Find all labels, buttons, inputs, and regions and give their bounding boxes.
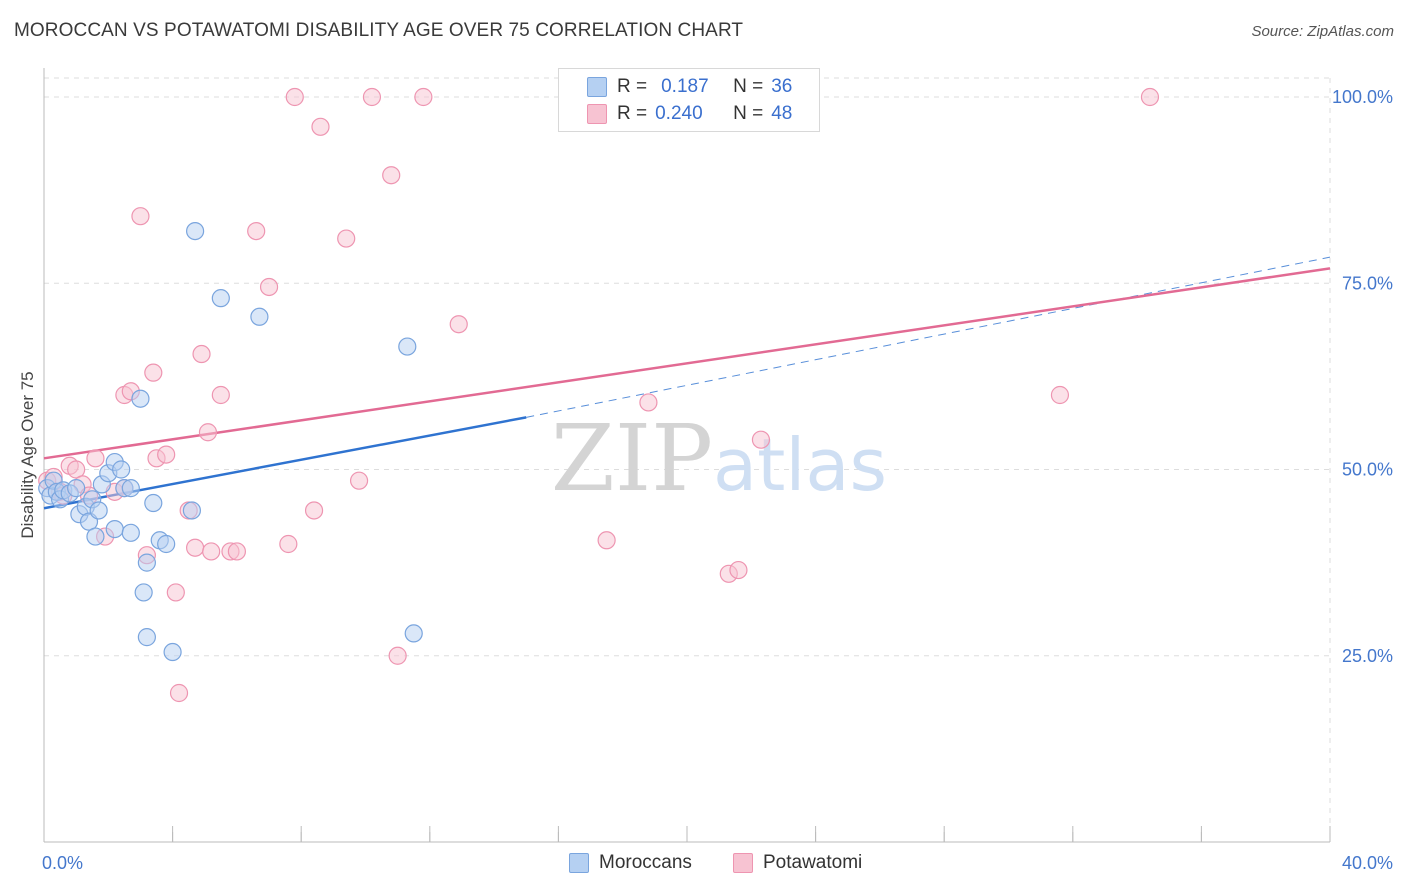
moroccans-point — [182, 501, 201, 520]
moroccans-point — [211, 289, 230, 308]
moroccans-legend-swatch — [569, 853, 589, 873]
y-tick-label-25: 25.0% — [1342, 646, 1393, 666]
potawatomi-point — [382, 166, 401, 185]
legend-item-moroccans[interactable]: Moroccans — [569, 852, 692, 874]
potawatomi-n-label: N = — [733, 103, 764, 124]
potawatomi-point — [751, 430, 771, 449]
tick-labels: 25.0% 50.0% 75.0% 100.0% 0.0% 40.0% — [42, 87, 1393, 873]
potawatomi-point — [192, 344, 211, 364]
potawatomi-point — [202, 542, 221, 561]
potawatomi-n-value: 48 — [771, 103, 793, 124]
potawatomi-point — [388, 646, 407, 665]
chart-title: MOROCCAN VS POTAWATOMI DISABILITY AGE OV… — [14, 20, 744, 41]
moroccans-point — [250, 307, 269, 326]
moroccans-point — [137, 628, 156, 647]
potawatomi-point — [1140, 87, 1160, 107]
source-label: Source: ZipAtlas.com — [1251, 23, 1394, 40]
potawatomi-point — [186, 538, 205, 557]
potawatomi-point — [304, 501, 324, 520]
potawatomi-point — [279, 534, 298, 554]
moroccans-point — [134, 583, 153, 602]
potawatomi-trend-line — [43, 267, 1331, 460]
legend-row-moroccans: R = 0.187 N = 36 — [559, 75, 792, 99]
x-tick-label-0: 0.0% — [42, 853, 83, 873]
moroccans-point — [89, 501, 108, 520]
moroccans-point — [86, 527, 105, 546]
potawatomi-point — [86, 449, 105, 468]
moroccans-r-label: R = — [617, 76, 648, 97]
y-tick-label-75: 75.0% — [1342, 273, 1393, 293]
potawatomi-r-value: 0.240 — [655, 103, 703, 124]
potawatomi-point — [227, 542, 246, 561]
potawatomi-point — [337, 229, 356, 248]
moroccans-point — [112, 460, 131, 479]
potawatomi-point — [1050, 385, 1070, 405]
potawatomi-point — [131, 207, 150, 226]
watermark-zip: ZIP — [551, 405, 713, 512]
potawatomi-point — [259, 277, 279, 297]
series-legend: Moroccans Potawatomi — [0, 852, 1406, 876]
potawatomi-point — [285, 87, 304, 107]
watermark: ZIP atlas — [551, 405, 887, 512]
watermark-atlas: atlas — [713, 423, 887, 507]
moroccans-trend-extension — [526, 256, 1331, 418]
potawatomi-point — [211, 385, 230, 405]
y-tick-label-50: 50.0% — [1342, 460, 1393, 480]
moroccans-point — [121, 479, 140, 498]
potawatomi-r-label: R = — [617, 103, 648, 124]
moroccans-point — [67, 479, 86, 498]
moroccans-point — [404, 624, 423, 643]
potawatomi-point — [157, 445, 176, 464]
moroccans-point — [105, 519, 124, 539]
moroccans-legend-label: Moroccans — [599, 852, 692, 873]
moroccans-point — [398, 337, 417, 356]
moroccans-r-value: 0.187 — [661, 76, 709, 97]
potawatomi-point — [414, 87, 433, 107]
moroccans-point — [137, 553, 156, 572]
moroccans-n-value: 36 — [771, 76, 793, 97]
potawatomi-point — [198, 423, 218, 442]
potawatomi-point — [729, 560, 748, 580]
potawatomi-point — [311, 117, 330, 136]
potawatomi-point — [166, 583, 185, 602]
correlation-legend: R = 0.187 N = 36 R = 0.240 N = 48 — [558, 68, 820, 132]
legend-row-potawatomi: R = 0.240 N = 48 — [559, 102, 792, 126]
legend-item-potawatomi[interactable]: Potawatomi — [733, 852, 862, 874]
potawatomi-point — [169, 683, 189, 703]
potawatomi-point — [247, 222, 266, 241]
potawatomi-point — [639, 393, 658, 412]
axes — [43, 68, 1331, 843]
y-tick-label-100: 100.0% — [1332, 87, 1393, 107]
potawatomi-legend-label: Potawatomi — [763, 852, 863, 873]
moroccans-point — [186, 222, 205, 241]
moroccans-point — [144, 493, 163, 513]
moroccans-point — [163, 642, 182, 662]
potawatomi-point — [349, 471, 369, 490]
x-tick-label-40: 40.0% — [1342, 853, 1393, 873]
moroccans-point — [131, 389, 150, 408]
potawatomi-swatch — [587, 104, 607, 124]
data-points — [38, 87, 1160, 703]
potawatomi-point — [144, 363, 163, 382]
potawatomi-point — [449, 315, 468, 334]
moroccans-swatch — [587, 77, 607, 97]
moroccans-point — [157, 534, 176, 554]
potawatomi-legend-swatch — [733, 853, 753, 873]
moroccans-point — [121, 523, 140, 542]
potawatomi-point — [597, 531, 616, 550]
potawatomi-point — [362, 87, 382, 107]
moroccans-n-label: N = — [733, 76, 764, 97]
